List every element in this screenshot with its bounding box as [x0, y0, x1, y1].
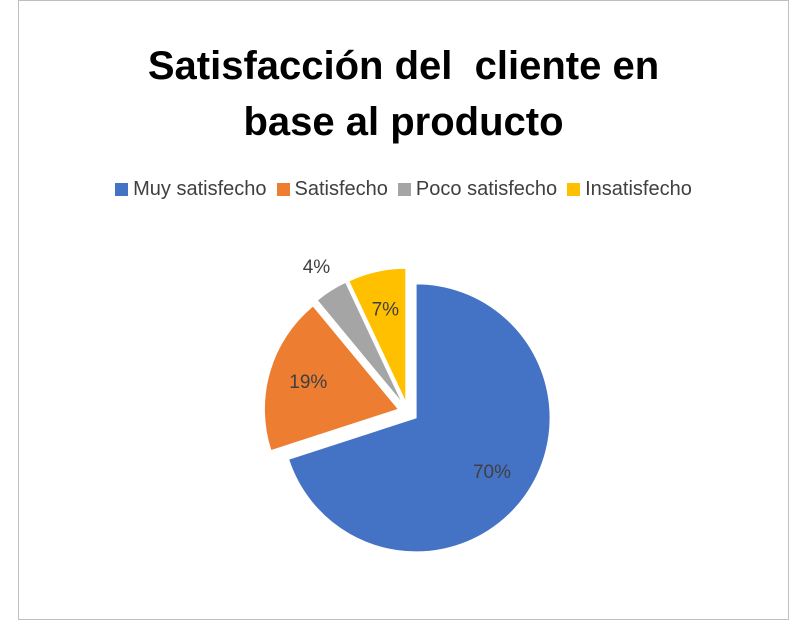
data-label: 7% — [372, 300, 400, 321]
title-box: Satisfacción del cliente en base al prod… — [18, 38, 789, 150]
legend: Muy satisfecho Satisfecho Poco satisfecho I… — [18, 178, 789, 201]
legend-item: Poco satisfecho — [397, 178, 558, 201]
data-label: 19% — [289, 372, 327, 393]
legend-item: Satisfecho — [276, 178, 388, 201]
data-label: 4% — [303, 257, 331, 278]
page: Satisfacción del cliente en base al prod… — [18, 0, 789, 620]
pie-slice — [288, 283, 551, 553]
pie-slice — [348, 267, 407, 403]
chart: 70% 19% 4% 7% — [263, 257, 551, 553]
legend-swatch — [276, 183, 290, 196]
pie-slice — [263, 305, 400, 452]
legend-label: Muy satisfecho — [133, 178, 267, 200]
chart-title: Satisfacción del cliente en base al prod… — [147, 44, 671, 144]
legend-swatch — [115, 183, 129, 196]
pie-slice — [316, 281, 404, 404]
legend-label: Insatisfecho — [585, 178, 692, 200]
legend-swatch — [397, 183, 411, 196]
legend-swatch — [567, 183, 581, 196]
data-label: 70% — [473, 462, 511, 483]
legend-item: Insatisfecho — [567, 178, 692, 201]
legend-label: Poco satisfecho — [415, 178, 558, 200]
legend-label: Satisfecho — [294, 178, 388, 200]
legend-item: Muy satisfecho — [115, 178, 267, 201]
